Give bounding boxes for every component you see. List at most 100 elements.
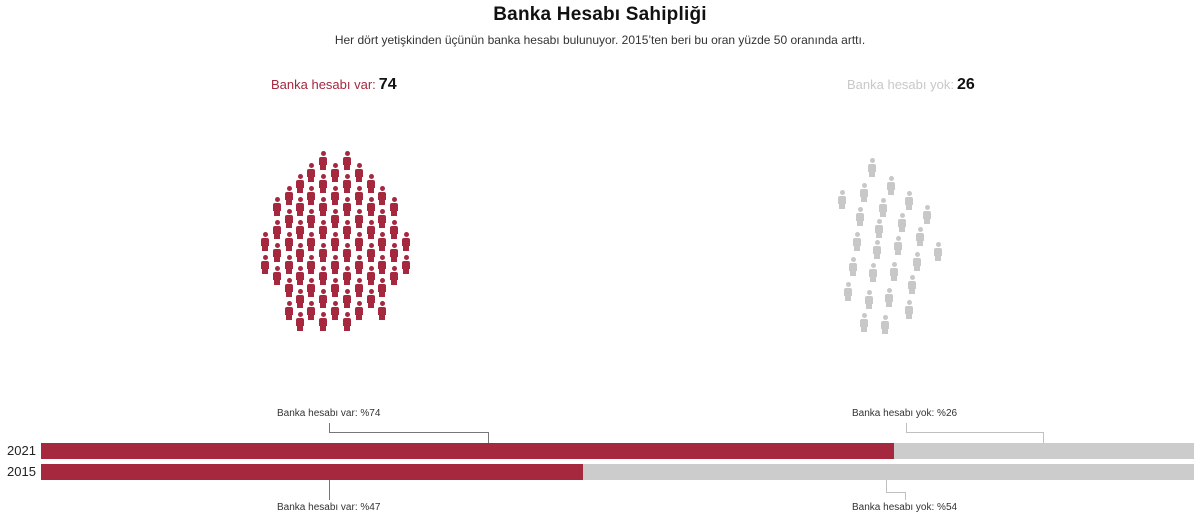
bar-2021[interactable] <box>41 443 1194 459</box>
person-icon <box>897 213 907 233</box>
person-icon <box>318 151 328 171</box>
person-icon <box>342 312 352 332</box>
person-icon <box>306 301 316 321</box>
person-icon <box>880 315 890 335</box>
person-icon <box>354 278 364 298</box>
person-icon <box>366 243 376 263</box>
person-icon <box>907 275 917 295</box>
person-icon <box>284 209 294 229</box>
person-icon <box>864 290 874 310</box>
person-icon <box>401 232 411 252</box>
person-icon <box>272 266 282 286</box>
chart-subtitle: Her dört yetişkinden üçünün banka hesabı… <box>334 33 866 47</box>
person-icon <box>284 186 294 206</box>
person-icon <box>306 278 316 298</box>
person-icon <box>354 301 364 321</box>
person-icon <box>859 313 869 333</box>
person-icon <box>306 255 316 275</box>
person-icon <box>377 301 387 321</box>
person-icon <box>295 312 305 332</box>
person-icon <box>295 289 305 309</box>
connector-2015-no-account-b <box>905 492 906 500</box>
person-icon <box>342 151 352 171</box>
count-no-account: Banka hesabı yok: 26 <box>847 76 975 94</box>
bar-2015[interactable] <box>41 464 1194 480</box>
count-has-account-label: Banka hesabı var: <box>271 77 376 92</box>
person-icon <box>366 197 376 217</box>
person-icon <box>330 278 340 298</box>
person-icon <box>904 300 914 320</box>
person-icon <box>354 186 364 206</box>
person-icon <box>306 209 316 229</box>
person-icon <box>295 220 305 240</box>
person-icon <box>295 197 305 217</box>
person-icon <box>855 207 865 227</box>
bar-2021-has-account[interactable] <box>41 443 894 459</box>
person-icon <box>284 255 294 275</box>
annotation-2015-no-account: Banka hesabı yok: %54 <box>852 502 958 513</box>
person-icon <box>884 288 894 308</box>
person-icon <box>872 240 882 260</box>
person-icon <box>342 243 352 263</box>
person-icon <box>377 278 387 298</box>
person-icon <box>366 266 376 286</box>
person-icon <box>389 243 399 263</box>
person-icon <box>318 289 328 309</box>
connector-2015-no-account-a <box>886 480 906 493</box>
person-icon <box>377 255 387 275</box>
person-icon <box>295 266 305 286</box>
person-icon <box>867 158 877 178</box>
count-no-account-value: 26 <box>956 76 975 93</box>
person-icon <box>272 243 282 263</box>
person-icon <box>330 209 340 229</box>
count-no-account-label: Banka hesabı yok: <box>847 77 954 92</box>
person-icon <box>318 266 328 286</box>
person-icon <box>922 205 932 225</box>
person-icon <box>260 232 270 252</box>
year-label-2021: 2021 <box>7 443 36 458</box>
person-icon <box>837 190 847 210</box>
bar-2015-has-account[interactable] <box>41 464 583 480</box>
person-icon <box>366 174 376 194</box>
person-icon <box>912 252 922 272</box>
connector-2015-has-account <box>329 480 330 500</box>
connector-2021-no-account-b <box>1043 432 1044 443</box>
annotation-2021-has-account: Banka hesabı var: %74 <box>277 408 381 419</box>
person-icon <box>306 232 316 252</box>
chart-title: Banka Hesabı Sahipliği <box>493 4 707 25</box>
person-icon <box>295 243 305 263</box>
person-icon <box>330 255 340 275</box>
connector-2021-has-account-a <box>329 423 489 433</box>
person-icon <box>272 220 282 240</box>
person-icon <box>859 183 869 203</box>
annotation-2015-has-account: Banka hesabı var: %47 <box>277 502 381 513</box>
person-icon <box>354 209 364 229</box>
annotation-2021-no-account: Banka hesabı yok: %26 <box>852 408 958 419</box>
person-icon <box>284 278 294 298</box>
person-icon <box>878 198 888 218</box>
person-icon <box>874 219 884 239</box>
person-icon <box>306 163 316 183</box>
person-icon <box>284 301 294 321</box>
person-icon <box>904 191 914 211</box>
person-icon <box>933 242 943 262</box>
person-icon <box>848 257 858 277</box>
count-has-account-value: 74 <box>378 76 397 93</box>
person-icon <box>389 220 399 240</box>
person-icon <box>330 232 340 252</box>
person-icon <box>318 220 328 240</box>
person-icon <box>889 262 899 282</box>
person-icon <box>342 174 352 194</box>
person-icon <box>330 301 340 321</box>
person-icon <box>342 220 352 240</box>
pictogram-clusters <box>260 151 943 335</box>
count-has-account: Banka hesabı var: 74 <box>271 76 397 94</box>
person-icon <box>886 176 896 196</box>
person-icon <box>915 227 925 247</box>
person-icon <box>318 243 328 263</box>
person-icon <box>389 266 399 286</box>
person-icon <box>342 266 352 286</box>
person-icon <box>401 255 411 275</box>
person-icon <box>306 186 316 206</box>
person-icon <box>318 197 328 217</box>
